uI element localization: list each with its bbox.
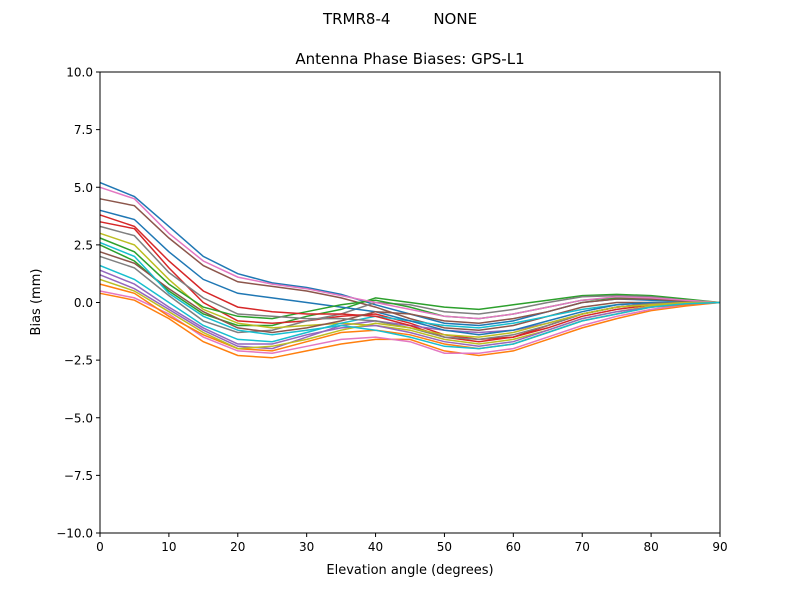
x-tick-label: 80 xyxy=(643,540,658,554)
series-line xyxy=(99,237,721,320)
x-tick-label: 60 xyxy=(506,540,521,554)
series-line xyxy=(99,278,720,350)
y-tick-label: 2.5 xyxy=(74,238,93,252)
series-line xyxy=(99,198,720,331)
x-tick-label: 50 xyxy=(437,540,452,554)
series-line xyxy=(99,255,721,334)
y-tick-label: −10.0 xyxy=(56,527,93,541)
series-line xyxy=(99,290,721,354)
y-tick-label: 10.0 xyxy=(66,66,93,80)
y-axis: 10.0 7.5 5.0 2.5 0.0 −2.5 −5.0 −7.5 −10.0 xyxy=(56,66,100,541)
x-tick-label: 90 xyxy=(712,540,727,554)
x-tick-label: 0 xyxy=(96,540,104,554)
x-axis: 0 10 20 30 40 50 60 70 80 90 xyxy=(96,533,728,554)
chart-title: Antenna Phase Biases: GPS-L1 xyxy=(295,50,524,68)
y-axis-label: Bias (mm) xyxy=(29,269,44,336)
series-line xyxy=(99,244,721,327)
y-tick-label: −5.0 xyxy=(64,411,93,425)
series-lines xyxy=(99,181,721,359)
series-line xyxy=(99,209,720,336)
y-tick-label: 7.5 xyxy=(74,123,93,137)
x-tick-label: 20 xyxy=(230,540,245,554)
y-tick-label: −7.5 xyxy=(64,469,93,483)
x-tick-label: 10 xyxy=(161,540,176,554)
series-line xyxy=(99,269,721,348)
series-line xyxy=(99,251,721,334)
series-line xyxy=(99,241,721,350)
x-tick-label: 70 xyxy=(575,540,590,554)
y-tick-label: 5.0 xyxy=(74,181,93,195)
suptitle: TRMR8-4 NONE xyxy=(322,10,477,28)
x-tick-label: 30 xyxy=(299,540,314,554)
series-line xyxy=(99,292,721,359)
y-tick-label: 0.0 xyxy=(74,296,93,310)
x-axis-label: Elevation angle (degrees) xyxy=(326,563,493,578)
y-tick-label: −2.5 xyxy=(64,354,93,368)
series-line xyxy=(99,186,721,320)
x-tick-label: 40 xyxy=(368,540,383,554)
series-line xyxy=(99,221,721,341)
